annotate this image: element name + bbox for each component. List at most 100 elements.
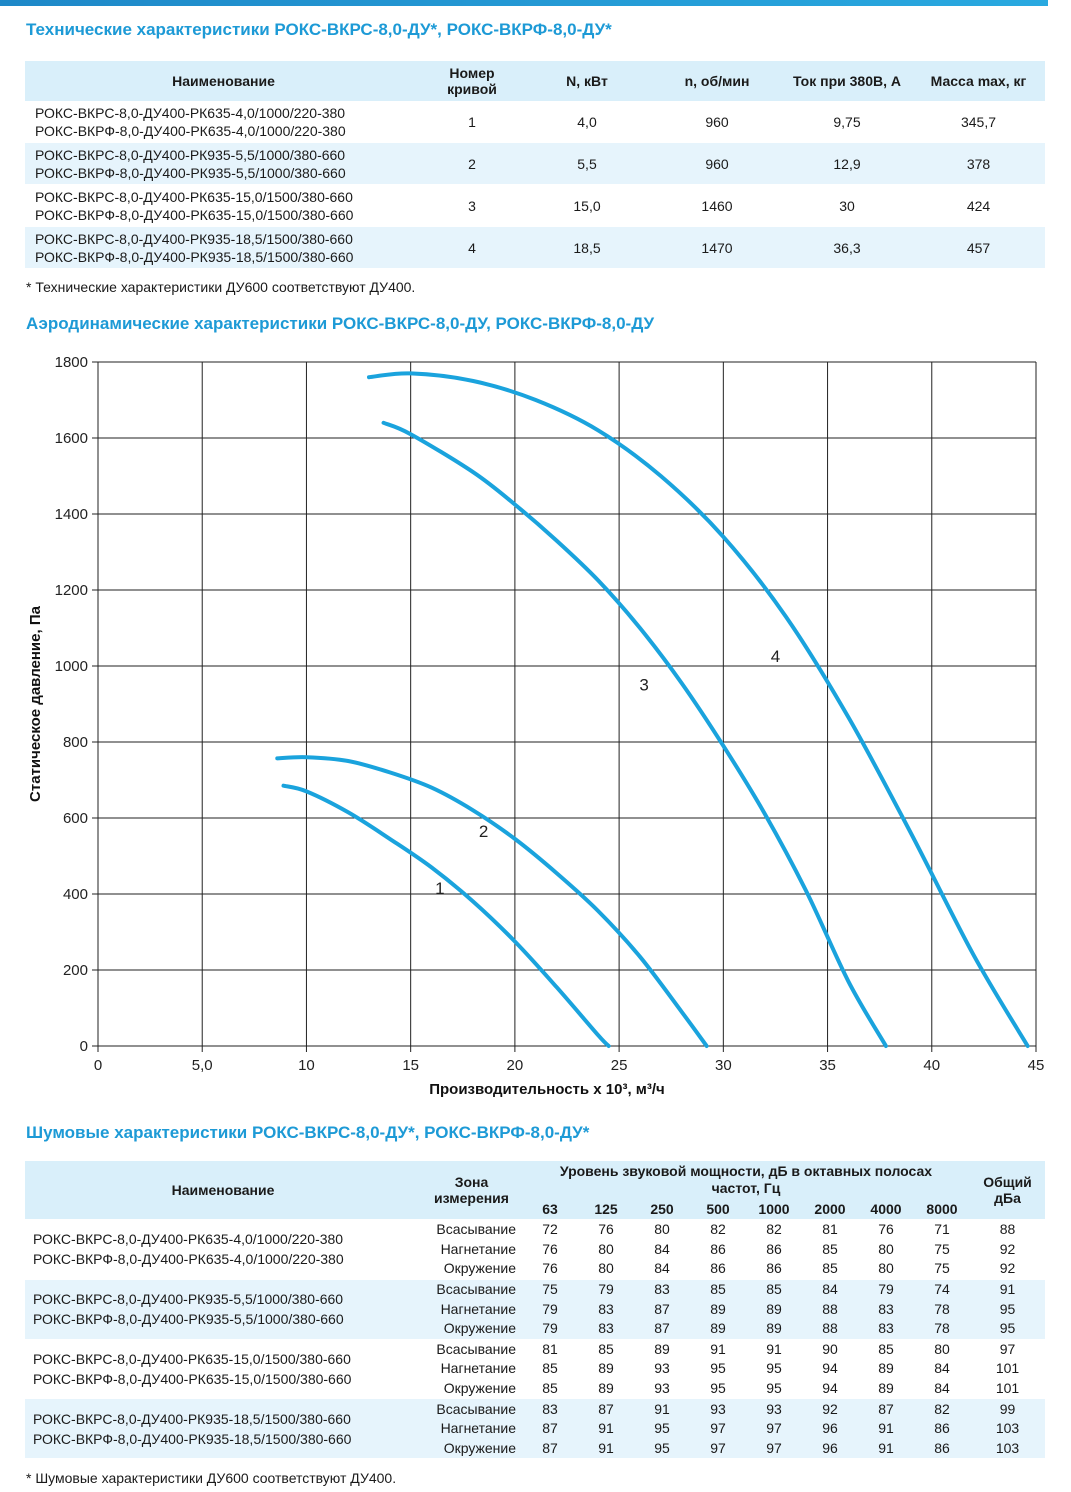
sound-level-value: 80 [598, 1240, 614, 1257]
sound-level-value: 97 [690, 1438, 746, 1459]
model-name-line: РОКС-ВКРФ-8,0-ДУ400-РК635-4,0/1000/220-3… [35, 122, 346, 139]
sound-level-value: 80 [878, 1260, 894, 1277]
table-row: Нагнетание 85 89 93 95 95 94 89 84 101 [25, 1359, 1045, 1379]
noise-header-total-l2: дБа [994, 1190, 1021, 1206]
freq-header: 250 [634, 1199, 690, 1220]
rpm-value: 1470 [652, 226, 782, 269]
y-tick-label: 0 [80, 1038, 88, 1055]
sound-level-value: 76 [542, 1240, 558, 1257]
tech-header-curve-l1: Номер [449, 65, 495, 81]
current-value: 12,9 [782, 142, 912, 185]
measurement-zone: Окружение [443, 1260, 516, 1277]
sound-level-value: 89 [878, 1360, 894, 1377]
curve-label: 3 [639, 676, 648, 695]
tech-footnote: * Технические характеристики ДУ600 соотв… [26, 279, 416, 295]
measurement-zone: Нагнетание [440, 1360, 516, 1377]
model-name: РОКС-ВКРС-8,0-ДУ400-РК935-5,5/1000/380-6… [25, 142, 422, 185]
x-axis-label: Производительность x 10³, м³/ч [429, 1081, 665, 1098]
freq-header: 4000 [858, 1199, 914, 1220]
sound-level-value: 95 [766, 1360, 782, 1377]
sound-level-value: 97 [746, 1418, 802, 1439]
curve-label: 2 [479, 822, 488, 841]
y-tick-label: 1000 [55, 658, 88, 675]
model-name-line: РОКС-ВКРС-8,0-ДУ400-РК635-15,0/1500/380-… [35, 188, 353, 205]
sound-level-value: 96 [802, 1438, 858, 1459]
sound-level-value: 80 [598, 1260, 614, 1277]
x-tick-label: 45 [1028, 1057, 1045, 1074]
sound-level-value: 85 [822, 1240, 838, 1257]
model-name-line: РОКС-ВКРС-8,0-ДУ400-РК935-18,5/1500/380-… [33, 1410, 351, 1427]
sound-level-value: 91 [690, 1338, 746, 1360]
sound-level-value: 83 [578, 1318, 634, 1340]
curve-number: 3 [468, 197, 476, 214]
model-name-line: РОКС-ВКРФ-8,0-ДУ400-РК635-4,0/1000/220-3… [33, 1251, 344, 1268]
sound-level-value: 85 [578, 1338, 634, 1360]
sound-level-value: 71 [914, 1218, 970, 1240]
sound-level-value: 92 [802, 1398, 858, 1419]
sound-level-value: 91 [634, 1398, 690, 1419]
sound-level-value: 95 [710, 1360, 726, 1377]
aerodynamic-chart: 0 5,0 10 15 20 25 30 35 40 45 0 200 400 600 800 1000 120… [27, 354, 1045, 1098]
tech-header-rpm: n, об/мин [652, 61, 782, 101]
total-dba-value: 103 [970, 1418, 1045, 1439]
sound-level-value: 93 [654, 1360, 670, 1377]
measurement-zone: Всасывание [421, 1218, 522, 1240]
y-tick-label: 1400 [55, 506, 88, 523]
tech-header-mass: Масса max, кг [912, 61, 1045, 101]
total-dba-value: 95 [970, 1318, 1045, 1340]
sound-level-value: 94 [822, 1360, 838, 1377]
x-tick-label: 0 [94, 1057, 102, 1074]
noise-header-level-l1: Уровень звуковой мощности, дБ в октавных… [559, 1163, 933, 1179]
y-tick-label: 1600 [55, 430, 88, 447]
table-row: РОКС-ВКРС-8,0-ДУ400-РК935-18,5/1500/380-… [25, 226, 1045, 269]
sound-level-value: 89 [634, 1338, 690, 1360]
measurement-zone: Всасывание [421, 1278, 522, 1300]
sound-level-value: 86 [710, 1260, 726, 1277]
sound-level-value: 84 [654, 1240, 670, 1257]
power-value: 5,5 [522, 142, 652, 185]
rpm-value: 960 [705, 113, 729, 130]
model-name: РОКС-ВКРС-8,0-ДУ400-РК635-15,0/1500/380-… [25, 1338, 421, 1399]
model-name-line: РОКС-ВКРФ-8,0-ДУ400-РК935-18,5/1500/380-… [33, 1430, 352, 1447]
sound-level-value: 89 [598, 1380, 614, 1397]
mass-value: 378 [912, 142, 1045, 185]
sound-level-value: 86 [914, 1418, 970, 1439]
y-tick-label: 1200 [55, 582, 88, 599]
model-name-line: РОКС-ВКРС-8,0-ДУ400-РК935-5,5/1000/380-6… [35, 146, 346, 163]
noise-header-row: Наименование Зона измерения Уровень звуково… [25, 1161, 1045, 1220]
curve-number: 4 [422, 226, 522, 269]
sound-level-value: 75 [934, 1240, 950, 1257]
y-tick-label: 400 [63, 886, 88, 903]
sound-level-value: 84 [654, 1260, 670, 1277]
table-row: Нагнетание 76 80 84 86 86 85 80 75 92 [25, 1240, 1045, 1260]
sound-level-value: 87 [578, 1398, 634, 1419]
total-dba-value: 92 [999, 1240, 1016, 1257]
sound-level-value: 76 [542, 1260, 558, 1277]
freq-header: 1000 [746, 1199, 802, 1220]
model-name-line: РОКС-ВКРФ-8,0-ДУ400-РК935-5,5/1000/380-6… [35, 164, 346, 181]
measurement-zone: Нагнетание [421, 1299, 522, 1319]
total-dba-value: 92 [999, 1260, 1016, 1277]
sound-level-value: 83 [858, 1299, 914, 1319]
noise-freq-row: 63 125 250 500 1000 2000 4000 8000 [25, 1199, 1045, 1220]
sound-level-value: 83 [522, 1398, 578, 1419]
measurement-zone: Нагнетание [440, 1240, 516, 1257]
tech-header-curve: Номер кривой [422, 61, 522, 101]
total-dba-value: 99 [970, 1398, 1045, 1419]
total-dba-value: 91 [970, 1278, 1045, 1300]
sound-level-value: 97 [746, 1438, 802, 1459]
table-row: РОКС-ВКРС-8,0-ДУ400-РК635-15,0/1500/380-… [25, 1338, 1045, 1399]
sound-level-value: 83 [634, 1278, 690, 1300]
table-row: Нагнетание 79 83 87 89 89 88 83 78 95 [25, 1299, 1045, 1319]
sound-level-value: 96 [802, 1418, 858, 1439]
sound-level-value: 82 [914, 1398, 970, 1419]
sound-level-value: 79 [522, 1299, 578, 1319]
total-dba-value: 101 [995, 1360, 1020, 1377]
tech-header-row: Наименование Номер кривой N, кВт n, об/ми… [25, 61, 1045, 101]
sound-level-value: 81 [522, 1338, 578, 1360]
sound-level-value: 90 [802, 1338, 858, 1360]
noise-footnote: * Шумовые характеристики ДУ600 соответст… [26, 1470, 397, 1486]
sound-level-value: 79 [858, 1278, 914, 1300]
y-tick-label: 600 [63, 810, 88, 827]
model-name-line: РОКС-ВКРФ-8,0-ДУ400-РК935-5,5/1000/380-6… [33, 1311, 344, 1328]
